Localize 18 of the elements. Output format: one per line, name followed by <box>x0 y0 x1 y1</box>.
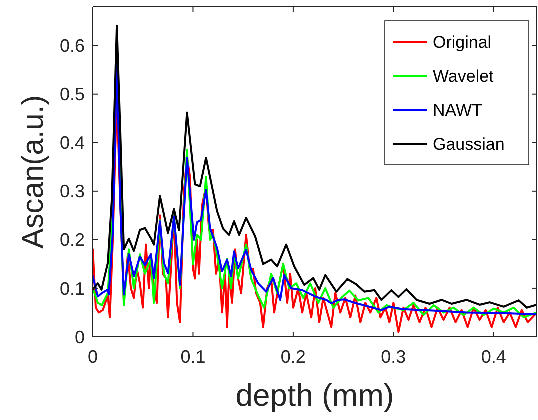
y-axis-title: Ascan(a.u.) <box>17 95 50 249</box>
x-tick-label: 0.2 <box>280 347 306 367</box>
y-tick-label: 0 <box>74 327 85 348</box>
x-tick-label: 0.3 <box>381 347 406 367</box>
legend-label: Original <box>433 32 492 52</box>
y-tick-label: 0.2 <box>60 230 85 250</box>
y-tick-label: 0.3 <box>60 182 85 202</box>
y-tick-label: 0.6 <box>60 36 85 56</box>
x-tick-label: 0.4 <box>481 347 506 367</box>
x-tick-label: 0 <box>88 347 98 367</box>
y-tick-label: 0.5 <box>60 84 85 105</box>
legend-label: Gaussian <box>433 134 505 154</box>
y-tick-label: 0.1 <box>60 278 85 299</box>
x-tick-label: 0.1 <box>180 347 206 367</box>
x-axis-title: depth (mm) <box>236 378 394 413</box>
legend-label: Wavelet <box>433 66 494 86</box>
legend-label: NAWT <box>433 100 482 120</box>
y-tick-label: 0.4 <box>60 133 85 154</box>
